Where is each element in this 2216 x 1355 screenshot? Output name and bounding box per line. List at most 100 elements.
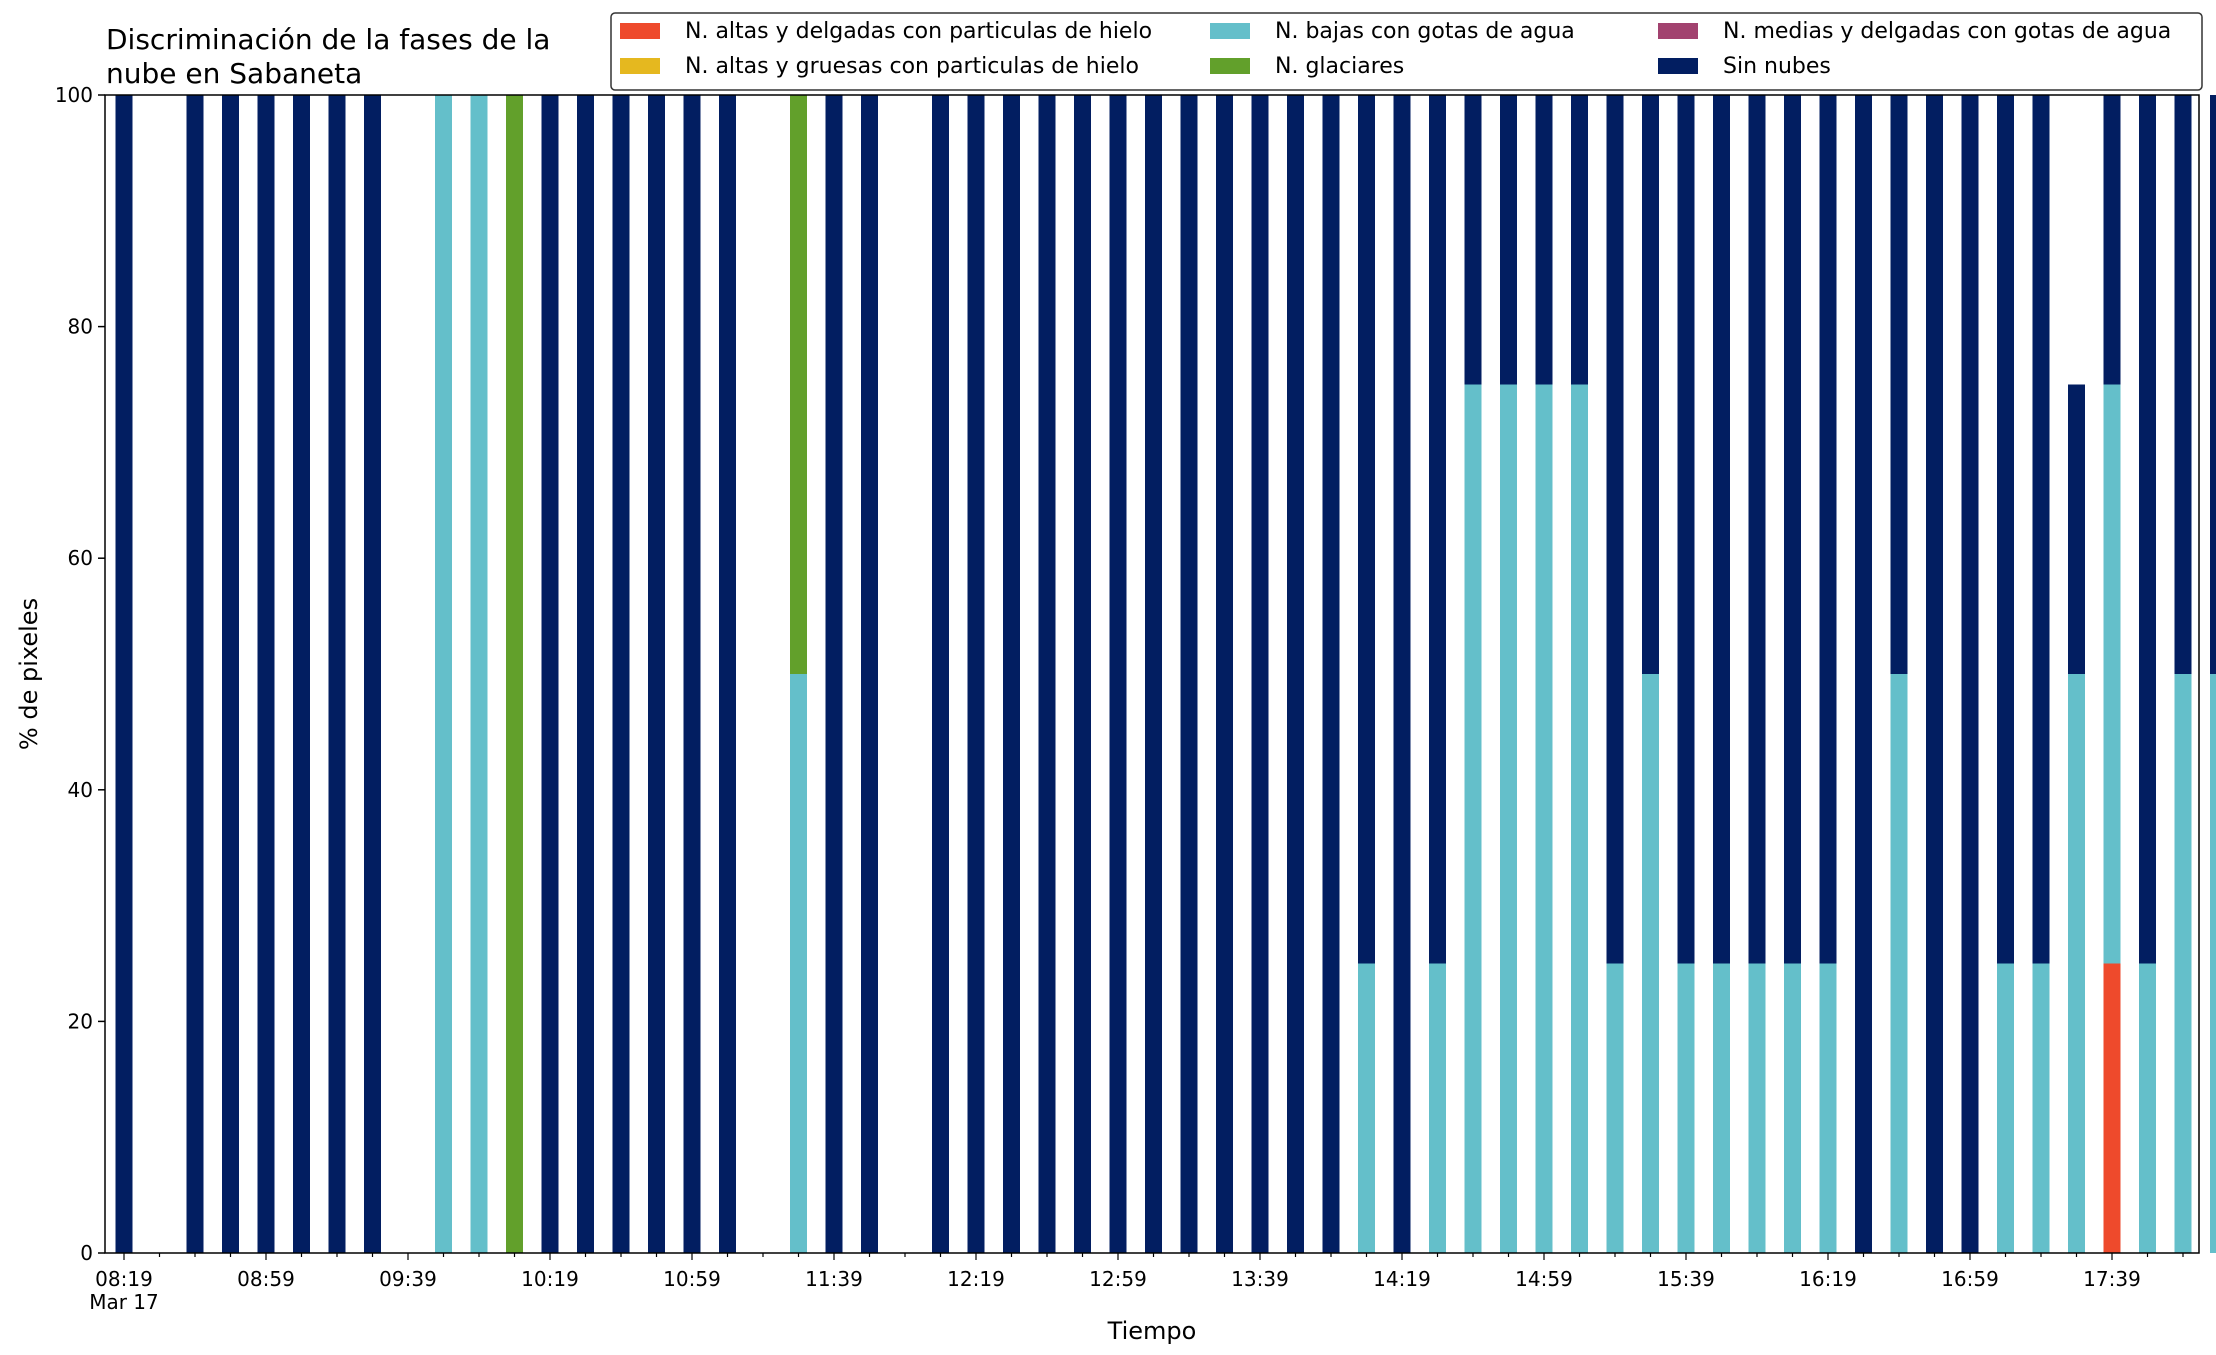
- x-tick-label: 15:39: [1657, 1267, 1715, 1291]
- bar-segment: [1500, 95, 1517, 385]
- bar-segment: [2032, 95, 2050, 964]
- bar-segment: [1961, 95, 1979, 1253]
- bar-segment: [967, 95, 985, 1253]
- bar-segment: [1890, 674, 1908, 1253]
- x-tick-sublabel: Mar 17: [89, 1290, 159, 1314]
- bar-segment: [293, 95, 310, 1253]
- bar-segment: [1180, 95, 1198, 1253]
- x-tick-label: 14:59: [1515, 1267, 1573, 1291]
- bar-segment: [1145, 95, 1162, 1253]
- x-tick-label: 09:39: [379, 1267, 437, 1291]
- bar-segment: [1571, 384, 1588, 1253]
- y-tick-label: 40: [68, 778, 93, 802]
- bar-segment: [932, 95, 949, 1253]
- bar-segment: [2139, 95, 2156, 964]
- bar-segment: [2103, 963, 2121, 1253]
- bar-segment: [435, 95, 452, 1253]
- x-axis-label: Tiempo: [1107, 1317, 1197, 1345]
- x-tick-label: 08:59: [237, 1267, 295, 1291]
- bar-segment: [186, 95, 204, 1253]
- bar-segment: [1606, 963, 1624, 1253]
- bar-segment: [790, 95, 807, 674]
- bar-segment: [2139, 963, 2156, 1253]
- bar-segment: [861, 95, 878, 1253]
- bar-segment: [612, 95, 630, 1253]
- bar-segment: [1003, 95, 1020, 1253]
- legend-swatch: [620, 58, 660, 74]
- bar-segment: [1251, 95, 1269, 1253]
- bar-segment: [1784, 963, 1801, 1253]
- bar-segment: [1109, 95, 1127, 1253]
- bar-segment: [2032, 963, 2050, 1253]
- bar-segment: [1784, 95, 1801, 964]
- x-tick-label: 10:19: [521, 1267, 579, 1291]
- x-tick-label: 12:19: [947, 1267, 1005, 1291]
- bar-segment: [541, 95, 559, 1253]
- bar-segment: [1571, 95, 1588, 385]
- bar-segment: [2103, 95, 2121, 385]
- x-tick-label: 14:19: [1373, 1267, 1431, 1291]
- x-axis: 08:19 08:59 09:39 10:19 10:59 11:39 12:19 12:59…: [89, 1253, 2184, 1314]
- legend-frame: [610, 12, 2203, 91]
- legend-label: N. altas y delgadas con particulas de hi…: [685, 19, 1152, 44]
- bar-segment: [2068, 384, 2085, 674]
- legend-label: N. medias y delgadas con gotas de agua: [1723, 19, 2171, 44]
- plot-frame: [104, 94, 2200, 1254]
- bar-segment: [1535, 384, 1553, 1253]
- y-tick-label: 80: [68, 315, 93, 339]
- x-tick-label: 10:59: [663, 1267, 721, 1291]
- bar-segment: [1642, 674, 1659, 1253]
- legend-label: N. bajas con gotas de agua: [1275, 19, 1575, 44]
- bar-segment: [1074, 95, 1091, 1253]
- bar-segment: [719, 95, 736, 1253]
- x-tick-label: 16:19: [1799, 1267, 1857, 1291]
- bar-segment: [825, 95, 843, 1253]
- bar-segment: [470, 95, 488, 1253]
- bar-segment: [2103, 384, 2121, 964]
- bar-segment: [364, 95, 381, 1253]
- bar-segment: [1535, 95, 1553, 385]
- bar-segment: [1890, 95, 1908, 674]
- bar-segment: [1287, 95, 1304, 1253]
- bar-segment: [1393, 95, 1411, 1253]
- bar-segment: [1713, 963, 1730, 1253]
- bar-segment: [1997, 963, 2014, 1253]
- bar-segment: [1500, 384, 1517, 1253]
- bar-segment: [2210, 674, 2216, 1253]
- bar-segment: [1358, 95, 1375, 964]
- x-tick-label: 08:19: [95, 1267, 153, 1291]
- chart-title: nube en Sabaneta: [106, 57, 362, 90]
- bar-segment: [257, 95, 275, 1253]
- bar-segment: [683, 95, 701, 1253]
- bar-segment: [1819, 95, 1837, 964]
- legend-swatch: [1210, 23, 1250, 39]
- bar-segment: [328, 95, 346, 1253]
- bar-segment: [1748, 963, 1766, 1253]
- x-tick-label: 16:59: [1941, 1267, 1999, 1291]
- bar-segment: [2174, 95, 2192, 674]
- bar-segment: [577, 95, 594, 1253]
- bar-segment: [790, 674, 807, 1253]
- bar-segment: [1464, 384, 1482, 1253]
- legend-swatch: [1210, 58, 1250, 74]
- legend-swatch: [1658, 23, 1698, 39]
- legend: N. altas y delgadas con particulas de hi…: [610, 12, 2203, 91]
- bar-segment: [2174, 674, 2192, 1253]
- y-axis-label: % de pixeles: [15, 598, 43, 750]
- bar-segment: [1358, 963, 1375, 1253]
- x-tick-label: 11:39: [805, 1267, 863, 1291]
- bar-segment: [1464, 95, 1482, 385]
- y-axis: 0 20 40 60 80 100: [55, 83, 105, 1265]
- y-tick-label: 60: [68, 546, 93, 570]
- chart-title: Discriminación de la fases de la: [106, 23, 550, 56]
- legend-swatch: [1658, 58, 1698, 74]
- bar-segment: [1429, 963, 1446, 1253]
- x-tick-label: 12:59: [1089, 1267, 1147, 1291]
- bar-segment: [506, 95, 523, 1253]
- x-tick-label: 13:39: [1231, 1267, 1289, 1291]
- bar-segment: [1855, 95, 1872, 1253]
- bar-segment: [115, 95, 133, 1253]
- legend-swatch: [620, 23, 660, 39]
- bar-segment: [1819, 963, 1837, 1253]
